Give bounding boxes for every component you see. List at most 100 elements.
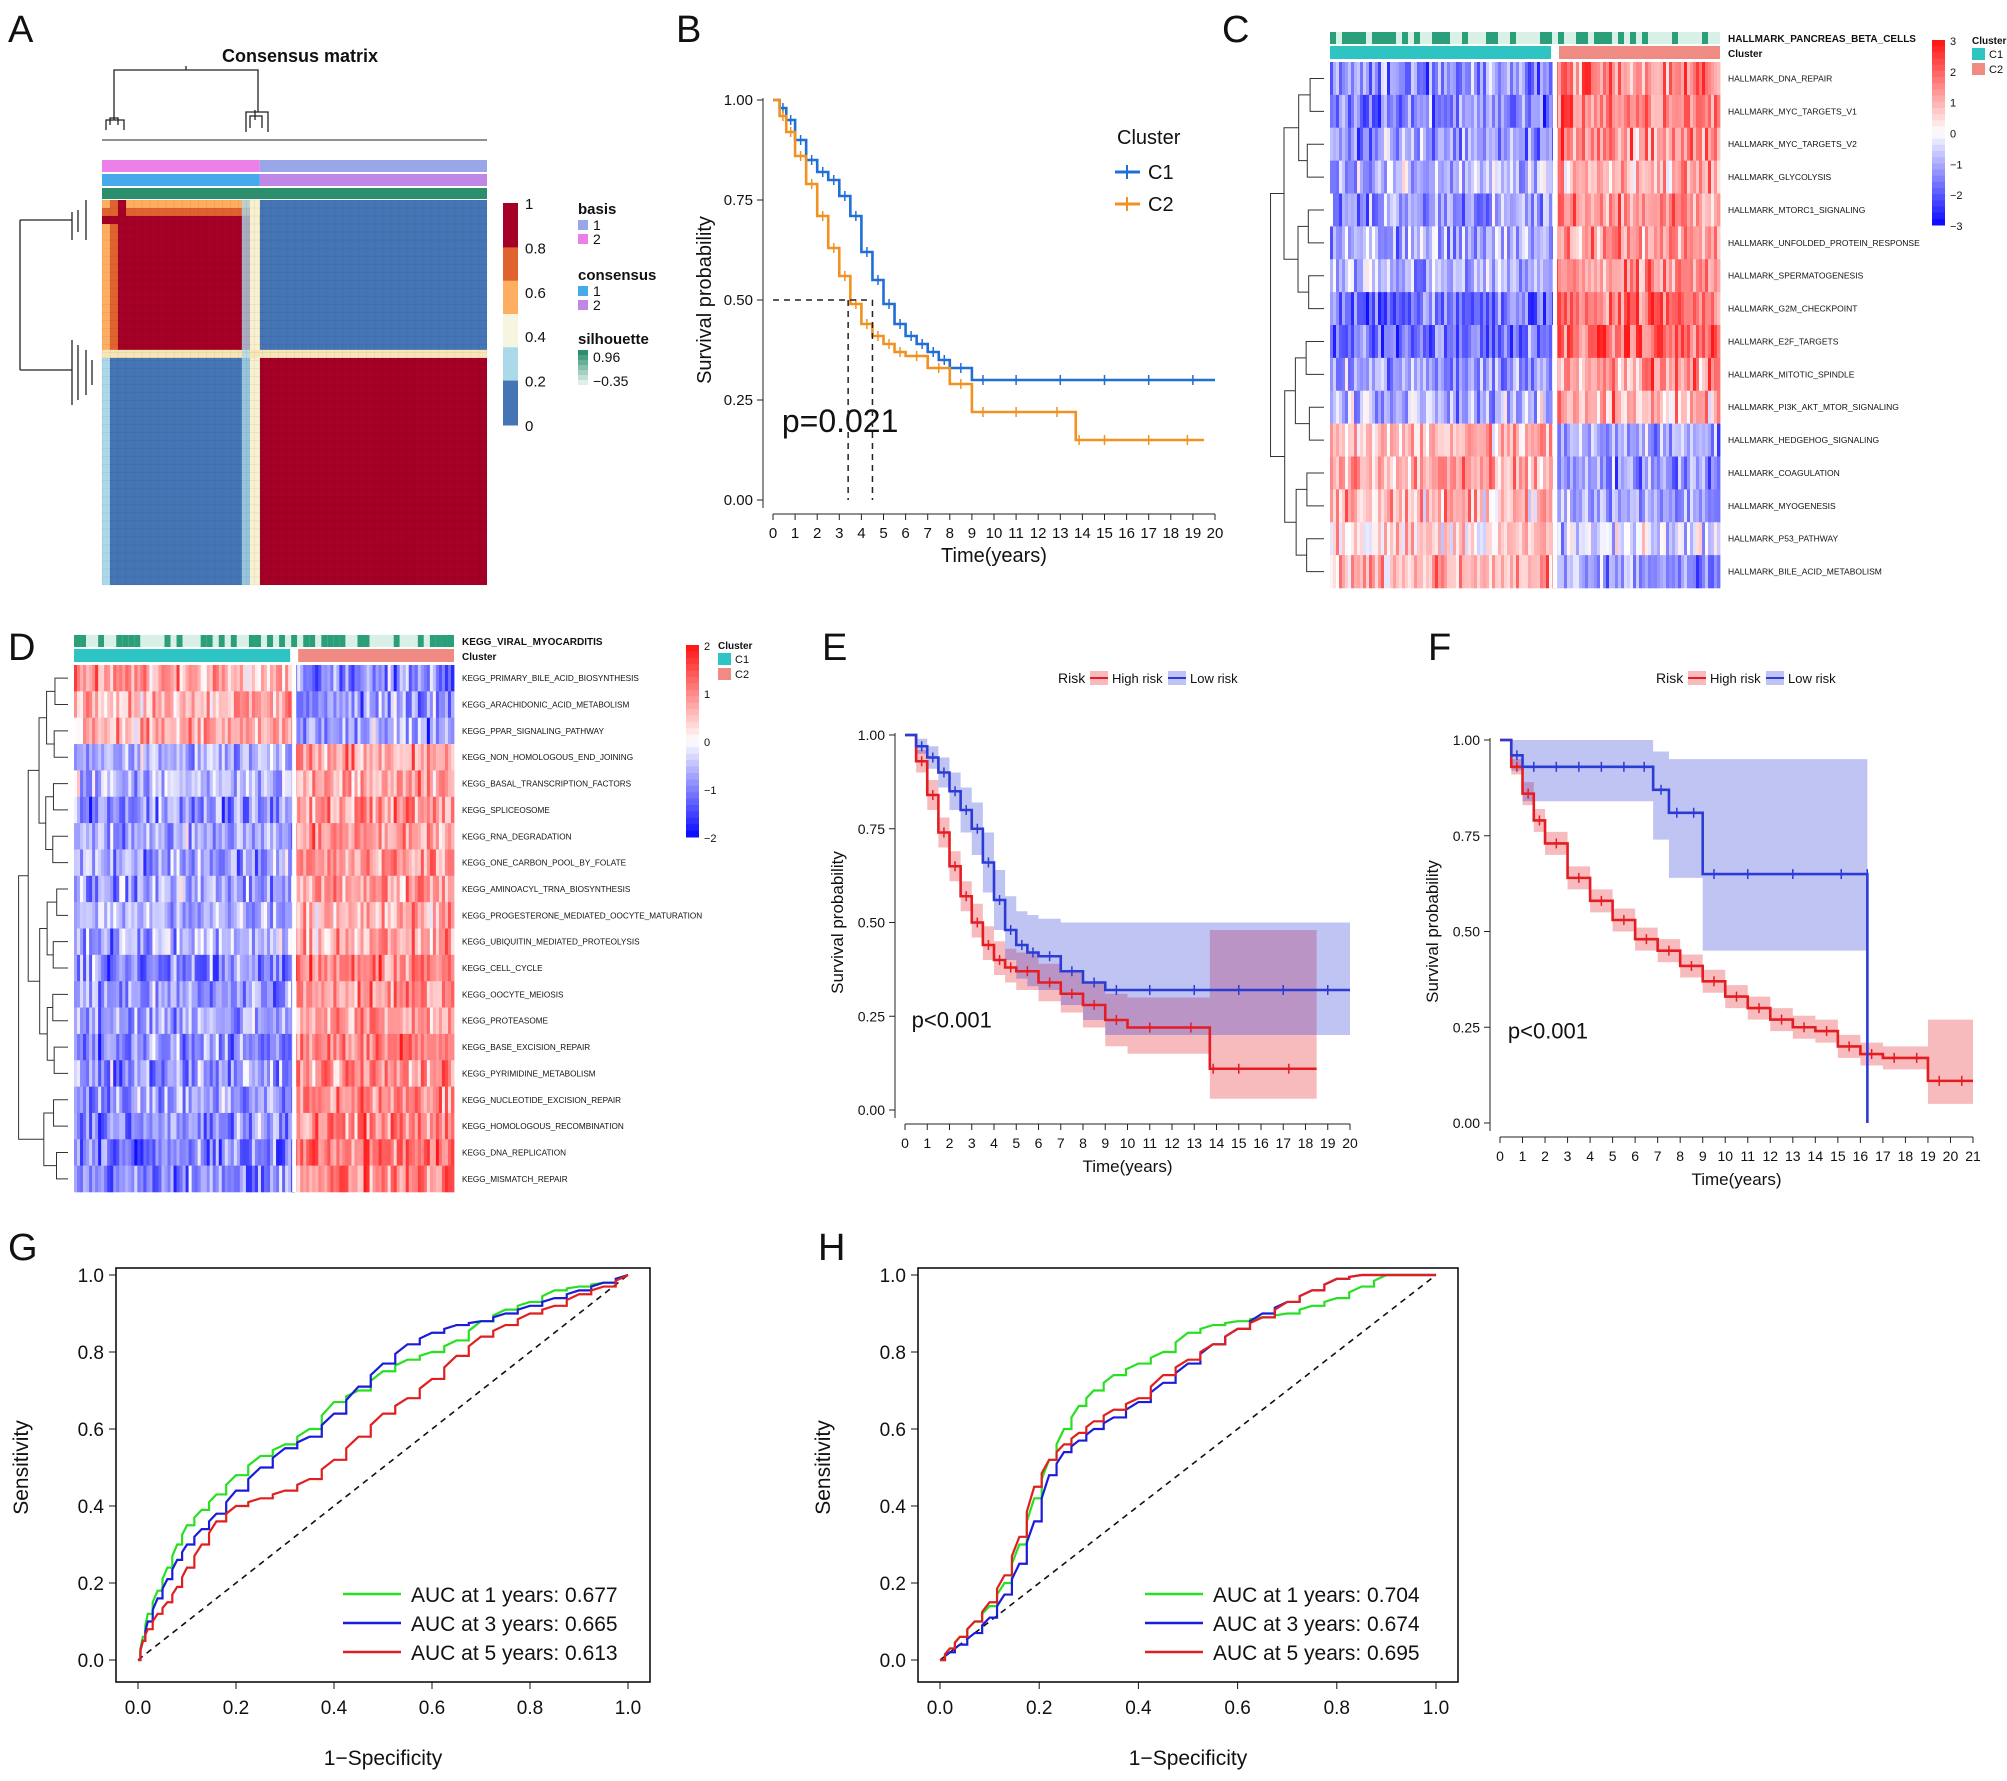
heat-cell [1522,325,1526,359]
heat-cell [1534,226,1538,260]
heat-cell [1450,325,1454,359]
heat-cell [312,1060,316,1087]
heat-cell [119,796,123,824]
heat-cell [1474,127,1478,161]
heat-cell [242,796,247,824]
heat-cell [74,770,78,798]
heat-cell [369,902,373,929]
heat-cell [303,1060,307,1087]
heat-cell [1474,522,1478,556]
heat-cell [408,823,413,850]
heat-cell [279,717,283,745]
heat-cell [89,717,93,745]
heat-cell [1408,226,1412,260]
heat-cell [134,823,138,850]
heat-cell [444,744,449,771]
heat-cell [104,1165,108,1193]
heat-cell [264,1060,268,1087]
heat-cell [1414,193,1418,227]
heat-cell [200,823,205,850]
heat-cell [1711,357,1715,392]
top-annot-cell [363,635,370,647]
heat-cell [1699,94,1703,129]
heat-cell [1531,226,1535,260]
heat-cell [1513,423,1517,457]
legend-silhouette-grad [578,360,588,366]
heat-cell [176,981,180,1008]
heat-cell [1549,259,1553,293]
heat-cell [176,1139,180,1166]
heat-cell [360,691,364,718]
heat-cell [1429,259,1433,293]
heat-cell [1660,390,1664,424]
heat-cell [194,823,199,850]
top-annot-cell [176,635,183,647]
heat-cell [146,796,150,824]
heat-cell [432,691,437,718]
heat-cell [1471,193,1475,227]
heat-cell [1360,160,1364,194]
heat-cell [137,1112,141,1140]
heat-cell [435,665,440,692]
heat-cell [1495,456,1499,490]
heat-cell [1387,555,1391,589]
cluster-bar-C2 [1559,46,1720,59]
heat-cell [1537,325,1541,359]
heat-cell [1570,555,1574,589]
heat-cell [221,849,226,877]
top-annot-cell [1606,32,1612,44]
heat-cell [1414,226,1418,260]
heat-cell [315,1060,319,1087]
x-tick-label: 20 [1207,525,1224,542]
heat-cell [1630,555,1634,589]
top-annot-cell [1576,32,1582,44]
heat-cell [95,1139,99,1166]
heat-cell [342,770,346,798]
cluster-legend-label-C2: C2 [1989,64,2003,76]
heat-cell [230,691,235,718]
heat-cell [1549,193,1553,227]
heat-cell [248,1060,253,1087]
heat-cell [113,691,117,718]
heat-cell [158,691,162,718]
heat-cell [1480,423,1484,457]
heat-cell [131,928,135,956]
heat-cell [131,849,135,877]
heat-cell [1561,555,1565,589]
heat-cell [182,1033,186,1061]
heat-cell [357,1033,361,1061]
row-label: KEGG_DNA_REPLICATION [462,1148,566,1157]
row-label: KEGG_BASE_EXCISION_REPAIR [462,1043,590,1052]
heat-cell [372,796,376,824]
heat-cell [372,691,376,718]
heat-cell [128,928,132,956]
heat-cell [390,1112,395,1140]
heat-cell [417,1112,422,1140]
heat-cell [1330,62,1334,96]
heat-cell [372,1112,376,1140]
heat-cell [1570,193,1574,227]
top-annot-cell [110,635,117,647]
panel-letter-F: F [1428,627,1451,669]
heat-cell [288,744,292,771]
heat-cell [306,1139,310,1166]
heat-cell [1636,292,1640,326]
heat-cell [429,1112,434,1140]
heat-cell [194,849,199,877]
top-annot-cell [303,635,310,647]
heat-cell [273,954,277,982]
heat-cell [1597,226,1601,260]
heat-cell [1483,555,1487,589]
heat-cell [1648,94,1652,129]
heat-cell [1378,456,1382,490]
legend-silhouette-title: silhouette [578,331,649,348]
heat-cell [417,796,422,824]
heat-cell [306,744,310,771]
heat-cell [1339,226,1343,260]
heat-cell [260,823,265,850]
heat-cell [1489,259,1493,293]
row-label: KEGG_NON_HOMOLOGOUS_END_JOINING [462,753,633,762]
heat-cell [1426,423,1430,457]
heat-cell [1537,390,1541,424]
heat-cell [1459,127,1463,161]
